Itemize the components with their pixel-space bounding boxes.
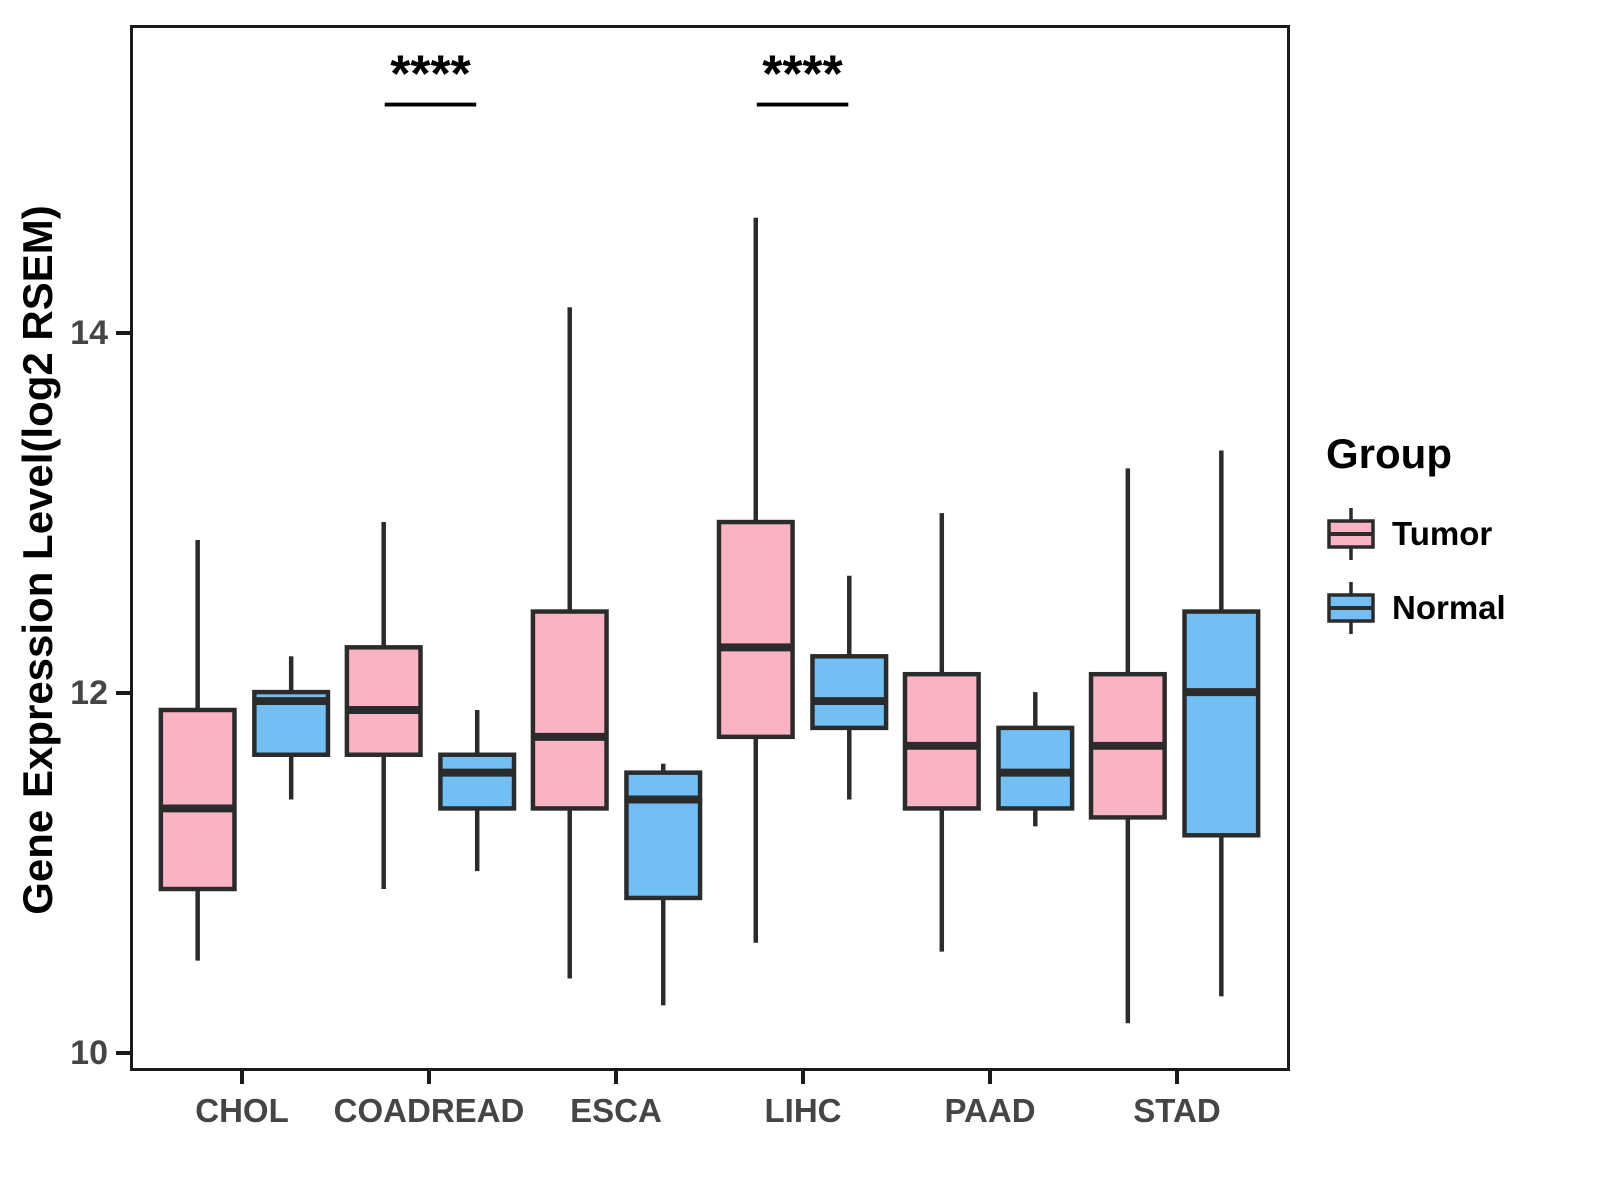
significance-stars-lihc: **** bbox=[762, 45, 843, 103]
x-tick-mark-stad bbox=[1175, 1071, 1179, 1084]
box-esca-tumor bbox=[530, 609, 609, 811]
y-tick-label-12: 12 bbox=[70, 673, 108, 712]
y-tick-label-14: 14 bbox=[70, 313, 108, 352]
x-tick-mark-coadread bbox=[427, 1071, 431, 1084]
box-chol-tumor bbox=[158, 707, 237, 892]
box-coadread-tumor bbox=[344, 645, 423, 757]
box-lihc-tumor bbox=[716, 519, 795, 740]
legend-items: Tumor Normal bbox=[1326, 506, 1506, 636]
x-tick-mark-chol bbox=[240, 1071, 244, 1084]
significance-stars-coadread: **** bbox=[390, 45, 471, 103]
x-tick-label-coadread: COADREAD bbox=[333, 1092, 525, 1129]
x-tick-label-stad: STAD bbox=[1133, 1092, 1221, 1129]
x-tick-label-paad: PAAD bbox=[944, 1092, 1036, 1129]
box-coadread-normal bbox=[438, 752, 517, 811]
x-tick-label-chol: CHOL bbox=[195, 1092, 289, 1129]
legend-label-normal: Normal bbox=[1392, 589, 1506, 626]
legend-item-normal: Normal bbox=[1326, 580, 1506, 636]
box-stad-normal bbox=[1182, 609, 1261, 838]
box-esca-normal bbox=[624, 770, 703, 901]
box-lihc-normal bbox=[810, 654, 889, 731]
y-tick-mark-14 bbox=[116, 330, 130, 335]
y-axis-title: Gene Expression Level(log2 RSEM) bbox=[14, 205, 61, 915]
box-paad-tumor bbox=[902, 671, 981, 811]
legend-title: Group bbox=[1326, 430, 1452, 477]
legend-item-tumor: Tumor bbox=[1326, 506, 1506, 562]
legend-key-boxplot-icon-normal bbox=[1327, 582, 1375, 634]
legend-label-tumor: Tumor bbox=[1392, 515, 1493, 552]
x-tick-label-lihc: LIHC bbox=[764, 1092, 842, 1129]
legend-key-boxplot-icon-tumor bbox=[1327, 508, 1375, 560]
y-tick-mark-12 bbox=[116, 690, 130, 695]
boxplot-canvas: **** **** bbox=[158, 45, 1261, 1024]
x-tick-mark-paad bbox=[988, 1071, 992, 1084]
plot-panel: **** **** bbox=[130, 25, 1290, 1071]
legend: Group Tumor Normal bbox=[1326, 430, 1506, 654]
y-tick-label-10: 10 bbox=[70, 1033, 108, 1072]
box-paad-normal bbox=[996, 725, 1075, 811]
x-tick-mark-lihc bbox=[801, 1071, 805, 1084]
x-tick-mark-esca bbox=[614, 1071, 618, 1084]
x-tick-label-esca: ESCA bbox=[570, 1092, 662, 1129]
y-tick-mark-10 bbox=[116, 1050, 130, 1055]
